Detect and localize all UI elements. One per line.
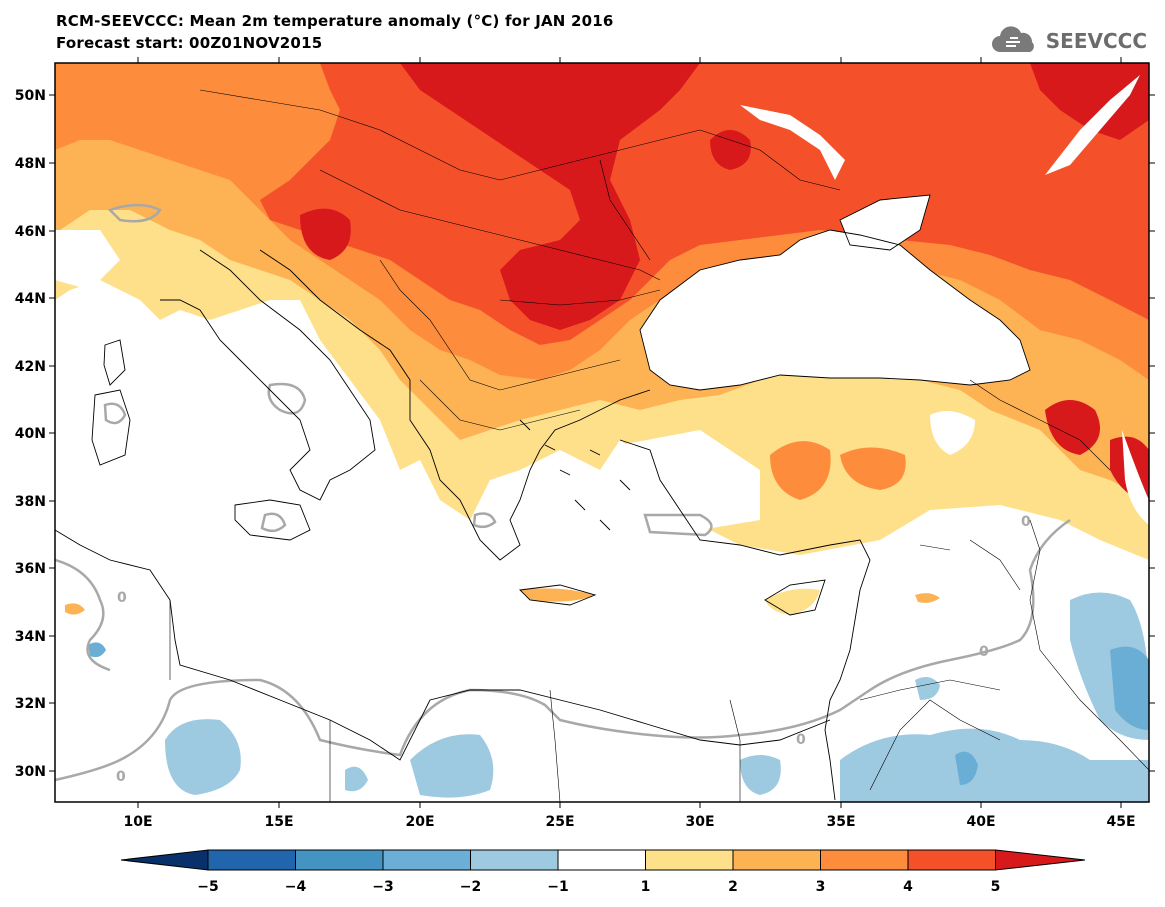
contour-label: 0 — [796, 732, 806, 748]
colorbar-tick-label: 2 — [728, 879, 738, 895]
colorbar-tick-label: 1 — [641, 879, 651, 895]
lon-label: 15E — [264, 814, 293, 830]
lon-label: 25E — [545, 814, 574, 830]
colorbar-tick-label: −2 — [460, 879, 481, 895]
lat-label: 36N — [15, 561, 46, 577]
longitude-axis — [137, 57, 1122, 808]
colorbar-segment — [207, 849, 296, 871]
colorbar-segment — [645, 849, 734, 871]
lat-label: 48N — [15, 156, 46, 172]
lon-label: 10E — [123, 814, 152, 830]
contour-label: 0 — [1021, 514, 1031, 530]
anomaly-4-5-area — [260, 63, 1149, 345]
colorbar-tick-label: −3 — [372, 879, 393, 895]
colorbar-tick-label: 5 — [991, 879, 1001, 895]
anomaly-minus-1-minus-2-area — [165, 719, 241, 795]
black-sea — [640, 230, 1030, 390]
lat-label: 34N — [15, 629, 46, 645]
lat-label: 32N — [15, 696, 46, 712]
colorbar-segment — [820, 849, 909, 871]
lon-label: 35E — [826, 814, 855, 830]
colorbar-segment — [907, 849, 996, 871]
colorbar — [120, 849, 1086, 871]
colorbar-tick-label: −1 — [547, 879, 568, 895]
colorbar-segment — [382, 849, 471, 871]
colorbar-tick-label: 3 — [816, 879, 826, 895]
lat-label: 38N — [15, 494, 46, 510]
lat-label: 46N — [15, 224, 46, 240]
colorbar-segment — [557, 849, 646, 871]
contour-label: 0 — [979, 644, 989, 660]
colorbar-segment — [732, 849, 821, 871]
anomaly-above-5-area — [400, 63, 700, 330]
country-borders — [169, 89, 1149, 802]
lat-label: 44N — [15, 291, 46, 307]
lat-label: 42N — [15, 359, 46, 375]
seevccc-logo: SEEVCCC — [990, 26, 1147, 56]
cloud-logo-icon — [991, 26, 1034, 52]
colorbar-segment — [470, 849, 559, 871]
lon-label: 45E — [1106, 814, 1135, 830]
colorbar-arrow-low — [120, 849, 209, 871]
lat-label: 30N — [15, 764, 46, 780]
lat-label: 40N — [15, 426, 46, 442]
latitude-axis — [49, 94, 1155, 772]
coastlines — [55, 194, 1031, 801]
contour-label: 0 — [116, 769, 126, 785]
contour-label: 0 — [117, 590, 127, 606]
lat-label: 50N — [15, 88, 46, 104]
colorbar-tick-label: 4 — [903, 879, 913, 895]
colorbar-tick-label: −5 — [197, 879, 218, 895]
map-title: RCM-SEEVCCC: Mean 2m temperature anomaly… — [56, 12, 614, 30]
colorbar-tick-label: −4 — [285, 879, 307, 895]
lon-label: 20E — [405, 814, 434, 830]
lon-label: 30E — [685, 814, 714, 830]
colorbar-segment — [295, 849, 384, 871]
colorbar-arrow-high — [995, 849, 1086, 871]
lon-label: 40E — [966, 814, 995, 830]
forecast-start-subtitle: Forecast start: 00Z01NOV2015 — [56, 34, 323, 52]
logo-text: SEEVCCC — [1045, 29, 1147, 53]
